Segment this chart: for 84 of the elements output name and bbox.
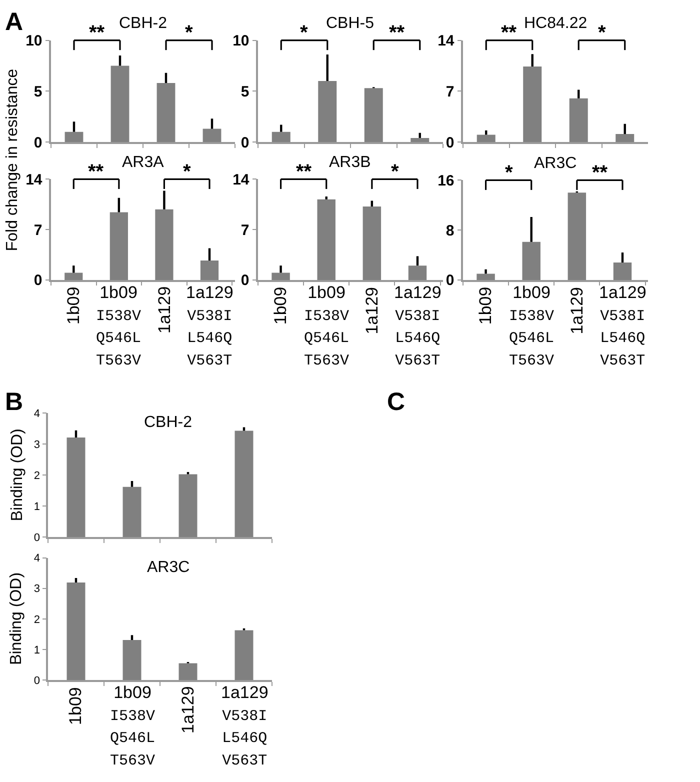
x-tick-label: 1b09 I538V Q546L T563V — [509, 283, 554, 370]
bar — [408, 266, 427, 280]
x-tick-label: 1b09 I538V Q546L T563V — [110, 683, 156, 770]
x-tick-label: 1b09 I538V Q546L T563V — [96, 283, 142, 370]
x-tick-label: 1b09 — [270, 286, 290, 325]
bar — [200, 260, 219, 280]
x-tick-label: 1b09 — [476, 286, 495, 325]
y-tick-label: 0 — [34, 674, 40, 687]
y-tick-label: 0 — [240, 134, 250, 152]
x-tick-label: 1a129 — [178, 686, 198, 734]
y-tick-label: 0 — [446, 272, 454, 290]
bar — [410, 138, 430, 142]
x-tick-label: 1a129 — [568, 286, 587, 334]
y-tick-label: 8 — [446, 222, 454, 240]
chart-title: CBH-5 — [326, 15, 374, 32]
y-tick-label: 4 — [34, 552, 40, 565]
annotation: ** — [389, 22, 405, 44]
y-tick-label: 14 — [232, 171, 250, 188]
y-tick-label: 5 — [240, 83, 250, 100]
y-tick-label: 7 — [240, 222, 250, 239]
text: C — [387, 388, 406, 416]
bar — [476, 274, 495, 280]
annotation: ** — [592, 162, 608, 184]
bar — [318, 80, 337, 142]
bar — [523, 66, 542, 142]
bar — [522, 242, 540, 280]
bar — [66, 582, 86, 680]
bar — [272, 272, 290, 280]
bar — [476, 134, 496, 142]
y-tick-label: 1 — [34, 501, 40, 514]
x-tick-label: 1b09 — [66, 687, 86, 725]
x-tick-label: 1a129 V538I L546Q V563T — [599, 283, 646, 370]
bar — [66, 438, 86, 538]
x-tick-label: 1a129 — [154, 286, 174, 334]
y-tick-label: 14 — [438, 32, 455, 50]
bar — [364, 88, 383, 142]
y-tick-label: 0 — [240, 272, 250, 290]
chart-title: HC84.22 — [524, 15, 588, 32]
annotation: * — [391, 161, 399, 183]
bar — [178, 474, 198, 538]
bar — [616, 134, 634, 142]
y-tick-label: 0 — [446, 134, 454, 152]
bar — [568, 192, 586, 280]
bar — [272, 132, 290, 142]
bar — [122, 486, 142, 538]
y-axis-title: Binding (OD) — [8, 428, 26, 522]
chart-title: AR3C — [534, 155, 577, 172]
y-tick-label: 16 — [438, 172, 454, 190]
annotation: ** — [501, 22, 517, 44]
chart-title: AR3C — [147, 559, 190, 576]
y-tick-label: 0 — [34, 532, 40, 544]
x-tick-label: 1a129 V538I L546Q V563T — [221, 683, 268, 770]
y-tick-label: 2 — [34, 470, 40, 482]
bar — [362, 206, 382, 280]
y-tick-label: 2 — [34, 614, 40, 626]
annotation: ** — [296, 161, 312, 183]
y-tick-label: 7 — [446, 83, 454, 100]
bar — [613, 262, 632, 280]
annotation: * — [505, 162, 513, 184]
bar — [122, 640, 142, 680]
y-tick-label: 0 — [34, 272, 42, 290]
y-tick-label: 4 — [34, 408, 40, 420]
y-tick-label: 3 — [34, 438, 40, 451]
x-tick-label: 1a129 V538I L546Q V563T — [186, 283, 234, 370]
text: B — [5, 388, 24, 416]
bar — [569, 98, 588, 142]
x-tick-label: 1a129 V538I L546Q V563T — [394, 283, 442, 370]
chart-title: CBH-2 — [144, 414, 192, 431]
bar — [64, 272, 83, 280]
bar — [234, 630, 254, 680]
y-tick-label: 1 — [34, 644, 40, 656]
y-tick-label: 10 — [232, 32, 250, 50]
bar — [202, 128, 222, 142]
x-tick-label: 1a129 — [362, 286, 382, 334]
x-tick-label: 1b09 — [64, 286, 83, 324]
chart-title: AR3B — [329, 154, 371, 171]
bar — [317, 199, 336, 280]
annotation: * — [300, 22, 308, 44]
annotation: * — [598, 22, 606, 44]
bar — [178, 663, 198, 680]
x-tick-label: 1b09 I538V Q546L T563V — [304, 283, 350, 370]
y-axis-title: Binding (OD) — [8, 572, 26, 665]
bar — [234, 430, 254, 538]
y-tick-label: 3 — [34, 583, 40, 596]
